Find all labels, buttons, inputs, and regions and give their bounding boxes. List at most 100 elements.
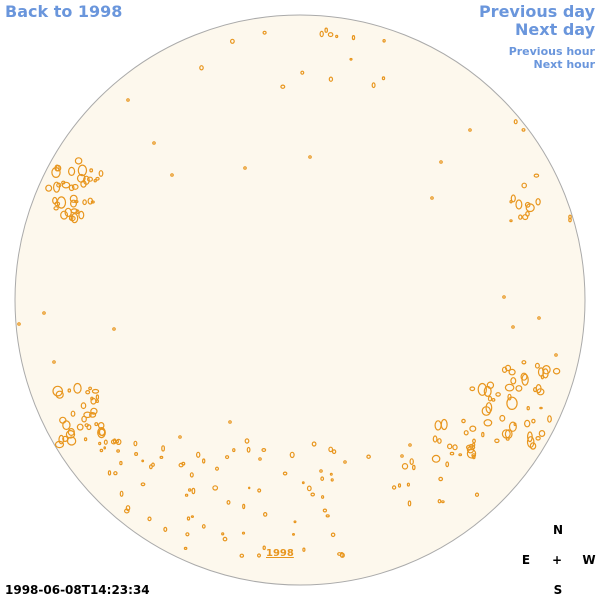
contour-mark <box>152 141 156 145</box>
contour-mark <box>525 203 535 213</box>
contour-mark <box>73 382 82 394</box>
contour-mark <box>487 395 493 402</box>
contour-mark <box>78 210 85 220</box>
contour-mark <box>83 437 88 442</box>
contour-mark <box>215 466 220 471</box>
contour-mark <box>85 390 91 395</box>
contour-mark <box>518 214 523 220</box>
contour-mark <box>481 431 485 438</box>
back-to-year-link[interactable]: Back to 1998 <box>5 2 123 21</box>
contour-mark <box>449 451 455 456</box>
contour-mark <box>524 201 531 208</box>
contour-mark <box>437 438 442 444</box>
contour-mark <box>445 461 450 468</box>
contour-mark <box>112 327 116 331</box>
contour-mark <box>486 381 495 389</box>
contour-mark <box>87 197 94 205</box>
contour-mark <box>52 360 56 364</box>
contour-mark <box>261 448 267 453</box>
contour-mark <box>330 478 334 482</box>
contour-mark <box>371 82 376 89</box>
contour-mark <box>440 418 448 431</box>
contour-mark <box>103 446 106 450</box>
contour-mark <box>58 434 65 445</box>
contour-mark <box>257 553 262 558</box>
contour-mark <box>86 176 93 182</box>
contour-mark <box>325 514 330 518</box>
contour-mark <box>513 422 517 427</box>
contour-mark <box>242 503 246 510</box>
contour-mark <box>247 486 251 490</box>
previous-day-link[interactable]: Previous day <box>478 2 595 21</box>
contour-mark <box>107 470 112 476</box>
contour-mark <box>531 418 536 424</box>
contour-mark <box>280 84 286 89</box>
contour-mark <box>554 353 558 357</box>
contour-mark <box>397 483 402 488</box>
contour-mark <box>95 394 100 400</box>
contour-mark <box>308 155 312 159</box>
contour-mark <box>184 493 189 497</box>
contour-mark <box>301 481 305 485</box>
contour-mark <box>263 512 268 517</box>
contour-mark <box>71 183 79 190</box>
contour-mark <box>95 176 100 181</box>
contour-mark <box>391 485 397 490</box>
contour-mark <box>225 455 230 460</box>
year-link[interactable]: 1998 <box>266 548 294 559</box>
contour-mark <box>163 526 168 533</box>
contour-mark <box>477 382 487 396</box>
contour-mark <box>495 392 501 397</box>
contour-mark <box>212 485 219 491</box>
contour-mark <box>60 210 69 220</box>
contour-mark <box>320 476 325 482</box>
contour-mark <box>504 364 512 372</box>
contour-mark <box>262 545 266 551</box>
contour-mark <box>228 420 232 424</box>
contour-mark <box>529 442 537 450</box>
contour-mark <box>468 128 472 132</box>
contour-mark <box>509 219 513 223</box>
contour-mark <box>502 295 506 299</box>
contour-mark <box>81 415 87 423</box>
contour-mark <box>190 515 194 518</box>
contour-mark <box>226 500 231 505</box>
contour-mark <box>522 214 529 221</box>
previous-hour-link[interactable]: Previous hour <box>508 45 595 58</box>
next-day-link[interactable]: Next day <box>515 20 595 39</box>
contour-mark <box>343 460 347 464</box>
compass-west: W <box>582 553 596 567</box>
contour-mark <box>69 199 77 208</box>
contour-mark <box>438 476 444 482</box>
contour-mark <box>568 217 572 223</box>
contour-mark <box>243 166 247 170</box>
contour-mark <box>52 181 61 193</box>
contour-mark <box>90 407 98 415</box>
contour-mark <box>408 443 412 447</box>
contour-mark <box>77 164 88 177</box>
contour-mark <box>469 425 477 432</box>
next-hour-link[interactable]: Next hour <box>533 58 596 71</box>
contour-mark <box>244 438 250 444</box>
contour-mark <box>42 311 46 315</box>
contour-mark <box>439 160 443 164</box>
contour-mark <box>491 398 496 402</box>
contour-mark <box>75 209 80 215</box>
contour-mark <box>474 492 480 497</box>
contour-mark <box>437 499 442 504</box>
contour-mark <box>337 552 342 556</box>
contour-mark <box>124 508 130 514</box>
contour-mark <box>509 199 513 204</box>
contour-mark <box>88 386 92 391</box>
contour-mark <box>97 422 105 430</box>
contour-mark <box>461 418 466 424</box>
contour-mark <box>289 451 295 459</box>
contour-mark <box>535 198 541 206</box>
contour-mark <box>366 454 371 459</box>
contour-mark <box>510 377 517 385</box>
contour-mark <box>89 168 94 173</box>
contour-mark <box>90 396 94 401</box>
contour-mark <box>293 520 297 524</box>
contour-mark <box>539 406 543 410</box>
contour-mark <box>319 469 323 473</box>
